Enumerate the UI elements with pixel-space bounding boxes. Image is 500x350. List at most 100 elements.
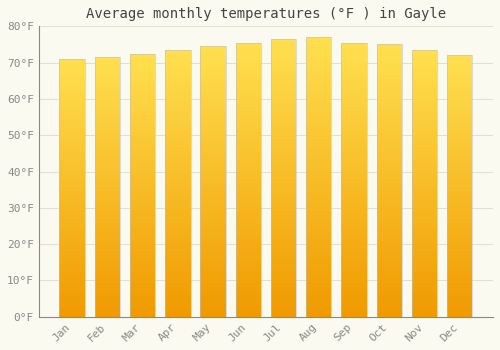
Bar (306, 48, 332, 51)
Bar (271, 209, 296, 212)
Bar (165, 97, 190, 100)
Bar (94, 145, 120, 148)
Bar (236, 238, 261, 242)
Bar (236, 43, 261, 317)
Bar (130, 228, 156, 231)
Bar (94, 262, 120, 265)
Bar (94, 128, 120, 132)
Bar (342, 204, 366, 207)
Bar (60, 288, 85, 291)
Bar (447, 202, 472, 206)
Bar (200, 60, 226, 63)
Bar (306, 216, 332, 219)
Bar (236, 234, 261, 238)
Bar (200, 222, 226, 225)
Bar (447, 134, 472, 137)
Bar (236, 187, 261, 190)
Bar (271, 237, 296, 240)
Bar (200, 148, 226, 151)
Bar (165, 80, 190, 83)
Bar (236, 310, 261, 313)
Bar (200, 124, 226, 127)
Bar (200, 293, 226, 296)
Bar (306, 135, 332, 139)
Bar (271, 154, 296, 157)
Bar (60, 130, 85, 133)
Bar (236, 300, 261, 303)
Bar (306, 51, 332, 55)
Bar (165, 150, 190, 153)
Bar (342, 139, 366, 142)
Bar (94, 109, 120, 112)
Bar (271, 185, 296, 188)
Bar (376, 276, 402, 279)
Bar (236, 180, 261, 183)
Bar (342, 114, 366, 118)
Bar (271, 223, 296, 226)
Bar (342, 70, 366, 74)
Bar (376, 147, 402, 150)
Bar (306, 156, 332, 160)
Bar (376, 286, 402, 289)
Bar (271, 67, 296, 70)
Bar (447, 104, 472, 108)
Bar (376, 62, 402, 65)
Bar (200, 225, 226, 229)
Bar (342, 56, 366, 60)
Bar (200, 249, 226, 253)
Bar (412, 107, 437, 110)
Bar (306, 93, 332, 97)
Bar (447, 199, 472, 202)
Bar (165, 117, 190, 120)
Bar (165, 90, 190, 93)
Bar (306, 282, 332, 285)
Bar (306, 306, 332, 310)
Bar (447, 281, 472, 284)
Bar (60, 91, 85, 95)
Bar (271, 42, 296, 46)
Bar (342, 217, 366, 221)
Bar (130, 208, 156, 211)
Bar (271, 63, 296, 67)
Bar (447, 287, 472, 290)
Bar (447, 186, 472, 189)
Bar (447, 75, 472, 78)
Bar (60, 191, 85, 194)
Bar (412, 100, 437, 103)
Bar (130, 211, 156, 215)
Bar (306, 149, 332, 153)
Bar (376, 293, 402, 296)
Bar (271, 168, 296, 171)
Bar (94, 80, 120, 83)
Bar (306, 125, 332, 128)
Bar (447, 150, 472, 153)
Bar (130, 152, 156, 155)
Bar (130, 96, 156, 100)
Bar (342, 142, 366, 146)
Bar (271, 116, 296, 119)
Bar (60, 178, 85, 181)
Bar (306, 65, 332, 69)
Bar (165, 50, 190, 317)
Bar (200, 134, 226, 138)
Bar (412, 153, 437, 157)
Bar (447, 189, 472, 193)
Bar (200, 175, 226, 178)
Bar (342, 228, 366, 231)
Bar (306, 209, 332, 212)
Bar (200, 246, 226, 249)
Bar (271, 206, 296, 209)
Bar (412, 220, 437, 223)
Bar (271, 300, 296, 303)
Bar (165, 187, 190, 190)
Bar (376, 211, 402, 215)
Bar (94, 70, 120, 74)
Bar (342, 97, 366, 101)
Bar (60, 236, 85, 239)
Bar (236, 111, 261, 114)
Bar (165, 123, 190, 127)
Bar (412, 97, 437, 100)
Bar (94, 252, 120, 255)
Bar (342, 207, 366, 211)
Bar (130, 284, 156, 287)
